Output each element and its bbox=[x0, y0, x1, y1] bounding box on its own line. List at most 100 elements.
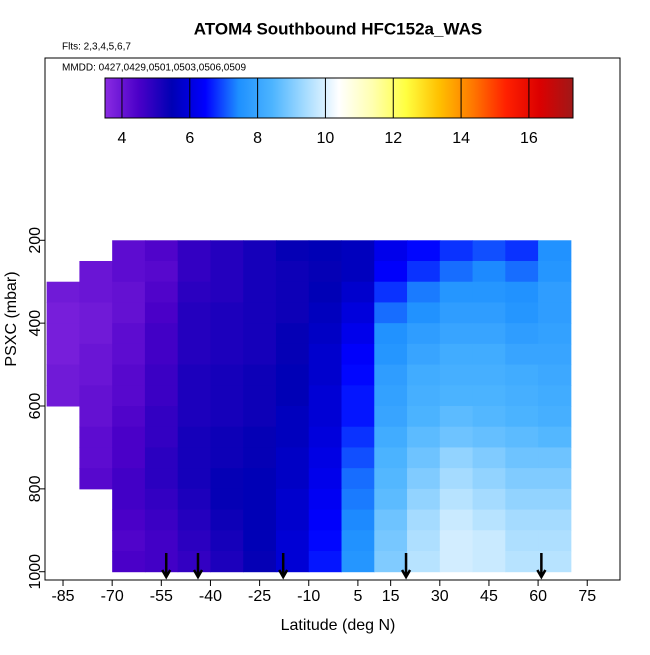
colorbar-tick-label: 4 bbox=[118, 130, 127, 147]
heat-cell bbox=[79, 447, 113, 469]
heat-cell bbox=[308, 364, 343, 386]
heat-cell bbox=[308, 426, 343, 448]
heat-cell bbox=[177, 364, 211, 386]
heat-cell bbox=[538, 530, 572, 552]
heat-cell bbox=[210, 323, 244, 345]
y-axis-label: PSXC (mbar) bbox=[3, 271, 20, 366]
heat-cell bbox=[243, 240, 277, 262]
heat-cell bbox=[374, 426, 408, 448]
heat-cell bbox=[308, 509, 343, 531]
heat-cell bbox=[374, 488, 408, 511]
heat-cell bbox=[538, 343, 572, 366]
arrow bbox=[161, 553, 172, 580]
heat-cell bbox=[177, 509, 211, 531]
heat-cell bbox=[210, 488, 244, 511]
heat-cell bbox=[243, 447, 277, 469]
heat-cell bbox=[177, 530, 211, 552]
heat-cell bbox=[177, 468, 211, 490]
heat-cell bbox=[538, 447, 572, 469]
heat-cell bbox=[79, 343, 113, 366]
arrow bbox=[400, 553, 412, 580]
heat-cell bbox=[472, 530, 506, 552]
heat-cell bbox=[112, 302, 146, 324]
heat-cell bbox=[472, 323, 506, 345]
heat-cell bbox=[112, 551, 146, 573]
x-tick-label: 5 bbox=[353, 588, 362, 605]
heat-cell bbox=[46, 302, 80, 324]
heat-cell bbox=[472, 447, 506, 469]
heat-cell bbox=[505, 530, 539, 552]
heat-cell bbox=[112, 468, 146, 490]
heat-cell bbox=[210, 240, 244, 262]
heat-cell bbox=[275, 343, 310, 366]
heat-cell bbox=[374, 323, 408, 345]
heat-cell bbox=[439, 426, 474, 448]
heat-cell bbox=[407, 488, 441, 511]
subtitle: Flts: 2,3,4,5,6,7 bbox=[62, 42, 131, 53]
heat-cell bbox=[538, 385, 572, 407]
heat-cell bbox=[374, 509, 408, 531]
heat-cell bbox=[112, 426, 146, 448]
heat-cell bbox=[275, 364, 310, 386]
heat-cell bbox=[275, 261, 310, 283]
heat-cell bbox=[341, 530, 375, 552]
heat-cell bbox=[505, 323, 539, 345]
heat-cell bbox=[243, 302, 277, 324]
heat-cell bbox=[341, 302, 375, 324]
heat-cell bbox=[46, 343, 80, 366]
heat-cell bbox=[144, 323, 179, 345]
heat-cell bbox=[144, 406, 179, 428]
heat-cell bbox=[112, 406, 146, 428]
heat-cell bbox=[79, 323, 113, 345]
heat-cell bbox=[243, 488, 277, 511]
y-tick-label: 400 bbox=[27, 310, 44, 337]
heat-cell bbox=[341, 426, 375, 448]
heat-cell bbox=[505, 240, 539, 262]
heat-cell bbox=[112, 530, 146, 552]
heat-cell bbox=[308, 343, 343, 366]
heat-cell bbox=[538, 406, 572, 428]
colorbar bbox=[104, 77, 574, 119]
heat-cell bbox=[46, 323, 80, 345]
heat-cell bbox=[472, 364, 506, 386]
colorbar-tick-label: 12 bbox=[384, 130, 402, 147]
heat-cell bbox=[341, 551, 375, 573]
heat-cell bbox=[439, 240, 474, 262]
heat-cell bbox=[144, 488, 179, 511]
heat-cell bbox=[144, 343, 179, 366]
heat-cell bbox=[112, 385, 146, 407]
heat-cell bbox=[407, 406, 441, 428]
y-tick-label: 600 bbox=[27, 393, 44, 420]
heat-cell bbox=[439, 385, 474, 407]
colorbar-tick-label: 16 bbox=[520, 130, 538, 147]
heat-cell bbox=[177, 385, 211, 407]
heat-cell bbox=[407, 261, 441, 283]
heat-cell bbox=[439, 261, 474, 283]
heat-cell bbox=[407, 323, 441, 345]
heat-cell bbox=[472, 468, 506, 490]
heat-cell bbox=[177, 323, 211, 345]
heat-cell bbox=[505, 468, 539, 490]
heat-cell bbox=[144, 385, 179, 407]
heat-cell bbox=[243, 323, 277, 345]
heat-cell bbox=[144, 261, 179, 283]
heat-cell bbox=[341, 240, 375, 262]
heat-cell bbox=[210, 364, 244, 386]
y-tick-label: 200 bbox=[27, 227, 44, 254]
heat-cell bbox=[505, 447, 539, 469]
colorbar-tick-label: 8 bbox=[253, 130, 262, 147]
heat-cell bbox=[538, 551, 572, 573]
heat-cell bbox=[505, 343, 539, 366]
x-tick-label: -55 bbox=[150, 588, 173, 605]
x-tick-label: -85 bbox=[51, 588, 74, 605]
colorbar-tick-label: 14 bbox=[452, 130, 470, 147]
heat-cell bbox=[112, 323, 146, 345]
heat-cell bbox=[275, 281, 310, 303]
heat-cell bbox=[275, 447, 310, 469]
heat-cell bbox=[308, 240, 343, 262]
heat-cell bbox=[144, 240, 179, 262]
heat-cell bbox=[341, 261, 375, 283]
heat-cell bbox=[210, 302, 244, 324]
heat-cell bbox=[407, 509, 441, 531]
